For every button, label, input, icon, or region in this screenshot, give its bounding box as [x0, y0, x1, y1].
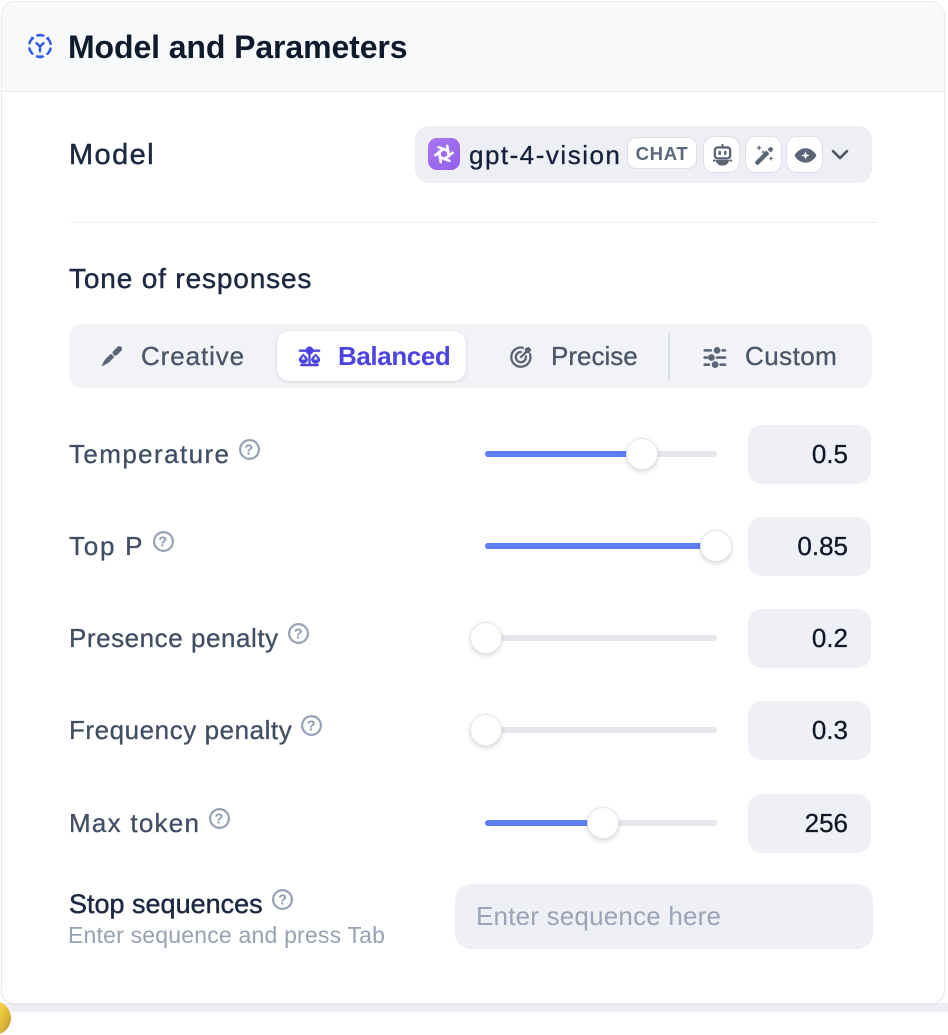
svg-text:?: ?: [278, 893, 287, 909]
svg-text:?: ?: [245, 443, 255, 459]
svg-text:?: ?: [293, 627, 302, 643]
svg-text:?: ?: [307, 719, 316, 735]
svg-text:?: ?: [215, 812, 225, 828]
svg-text:?: ?: [158, 535, 169, 551]
